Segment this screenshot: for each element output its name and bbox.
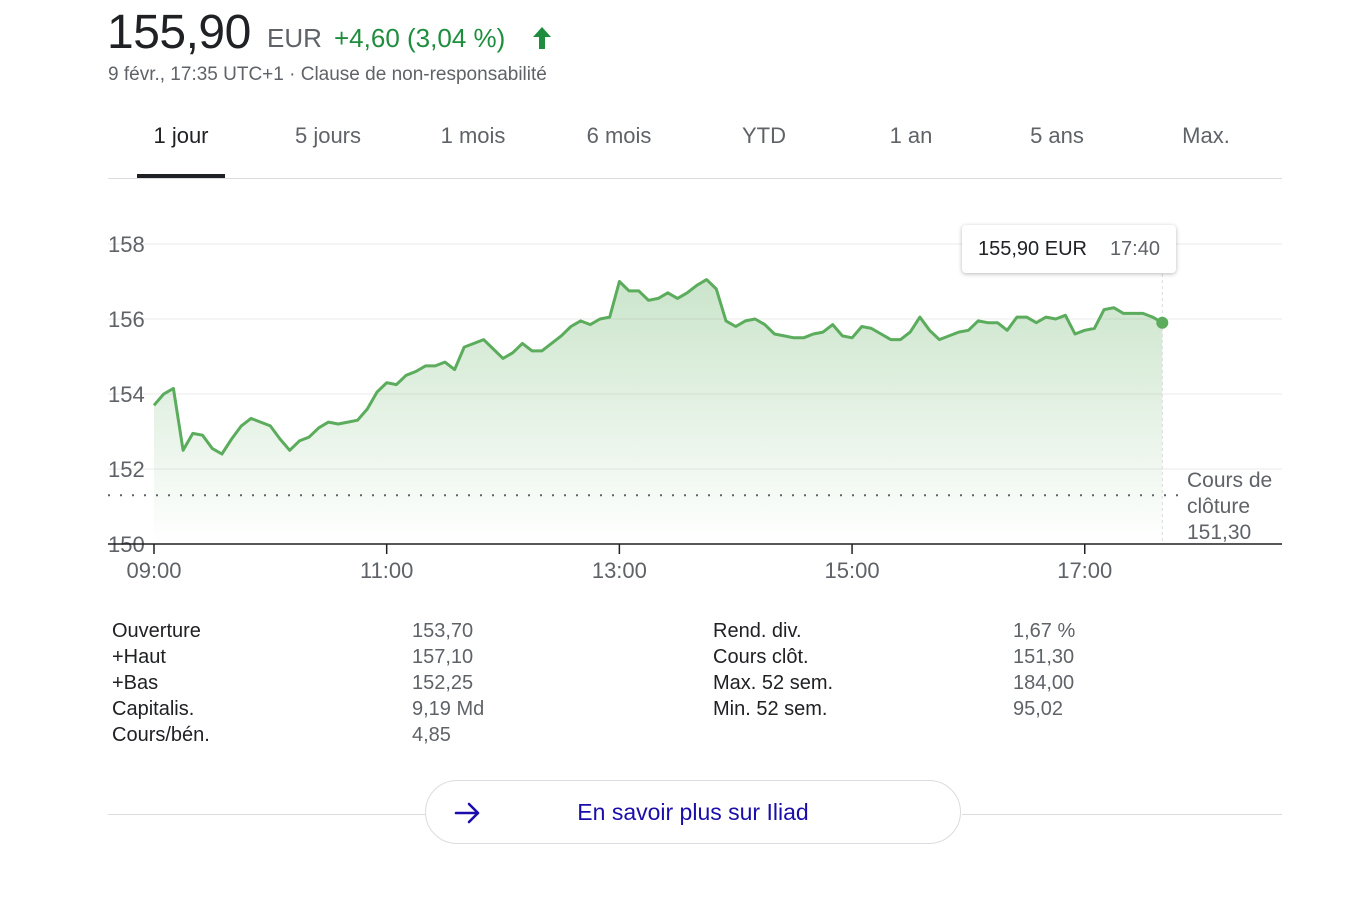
last-price-dot (1156, 316, 1169, 329)
tab-label: 5 ans (1030, 123, 1084, 148)
tab-1-year[interactable]: 1 an (876, 112, 946, 178)
tab-label: 1 mois (440, 123, 506, 148)
arrow-right-icon (454, 802, 480, 824)
previous-close-label-line2: clôture (1187, 495, 1251, 518)
tab-5-days[interactable]: 5 jours (278, 112, 378, 178)
stat-label: Cours/bén. (112, 724, 210, 746)
stats-right-values: 1,67 % 151,30 184,00 95,02 (1013, 618, 1075, 722)
stats-left-column: Ouverture +Haut +Bas Capitalis. Cours/bé… (112, 618, 210, 748)
current-price: 155,90 (107, 6, 251, 59)
stat-label: +Haut (112, 646, 166, 668)
y-tick-label: 158 (108, 232, 145, 257)
tab-1-month[interactable]: 1 mois (428, 112, 518, 178)
divider (108, 814, 426, 815)
tooltip-time: 17:40 (1109, 238, 1160, 260)
tooltip-price: 155,90 EUR (978, 238, 1087, 260)
tab-label: 1 jour (153, 123, 209, 148)
arrow-up-icon (533, 27, 551, 49)
tab-label: Max. (1182, 123, 1230, 148)
y-tick-label: 154 (108, 382, 145, 407)
stat-value: 4,85 (412, 724, 451, 746)
y-tick-label: 156 (108, 307, 145, 332)
x-tick-label: 15:00 (825, 558, 880, 583)
stat-label: +Bas (112, 672, 159, 694)
currency-label: EUR (267, 23, 322, 53)
tab-max[interactable]: Max. (1170, 112, 1242, 178)
stat-value: 184,00 (1013, 672, 1075, 694)
y-tick-label: 152 (108, 457, 145, 482)
price-timestamp: 9 févr., 17:35 UTC+1 (108, 64, 284, 85)
x-tick-label: 11:00 (360, 558, 413, 583)
tab-label: 6 mois (586, 123, 652, 148)
stat-label: Cours clôt. (713, 646, 809, 668)
separator: · (283, 64, 301, 85)
x-tick-label: 09:00 (126, 558, 181, 583)
stats-left-values: 153,70 157,10 152,25 9,19 Md 4,85 (412, 618, 484, 748)
previous-close-label: Cours de clôture 151,30 (1187, 468, 1272, 546)
tab-1-day[interactable]: 1 jour (137, 112, 225, 178)
x-tick-label: 13:00 (592, 558, 647, 583)
previous-close-value: 151,30 (1187, 521, 1252, 544)
previous-close-label-line1: Cours de (1187, 469, 1273, 492)
stat-value: 157,10 (412, 646, 474, 668)
stat-label: Capitalis. (112, 698, 195, 720)
disclaimer-link[interactable]: Clause de non-responsabilité (300, 64, 547, 85)
price-area (154, 279, 1163, 544)
divider (962, 814, 1282, 815)
tab-ytd[interactable]: YTD (729, 112, 799, 178)
stat-value: 1,67 % (1013, 620, 1076, 642)
tab-label: 1 an (889, 123, 933, 148)
price-line (152, 278, 1164, 456)
stat-value: 9,19 Md (412, 698, 485, 720)
stat-label: Ouverture (112, 620, 201, 642)
stat-label: Max. 52 sem. (713, 672, 834, 694)
range-tabs: 1 jour 5 jours 1 mois 6 mois YTD 1 an 5 … (108, 112, 1282, 179)
stat-value: 153,70 (412, 620, 474, 642)
tab-label: YTD (742, 123, 786, 148)
stat-value: 152,25 (412, 672, 474, 694)
learn-more-button[interactable]: En savoir plus sur Iliad (425, 780, 961, 844)
x-axis-ticks: 09:00 11:00 13:00 15:00 17:00 (126, 544, 1112, 583)
stats-right-column: Rend. div. Cours clôt. Max. 52 sem. Min.… (713, 618, 833, 722)
learn-more-label: En savoir plus sur Iliad (577, 799, 809, 825)
stat-value: 95,02 (1013, 698, 1064, 720)
stat-value: 151,30 (1013, 646, 1075, 668)
tab-5-years[interactable]: 5 ans (1017, 112, 1097, 178)
price-tooltip: 155,90 EUR 17:40 (962, 225, 1176, 273)
price-subline: 9 févr., 17:35 UTC+1 · Clause de non-res… (108, 63, 547, 87)
stat-label: Rend. div. (713, 620, 802, 642)
tab-label: 5 jours (294, 123, 362, 148)
x-tick-label: 17:00 (1057, 558, 1112, 583)
price-change: +4,60 (3,04 %) (334, 23, 506, 53)
stat-label: Min. 52 sem. (713, 698, 828, 720)
tab-6-months[interactable]: 6 mois (571, 112, 667, 178)
